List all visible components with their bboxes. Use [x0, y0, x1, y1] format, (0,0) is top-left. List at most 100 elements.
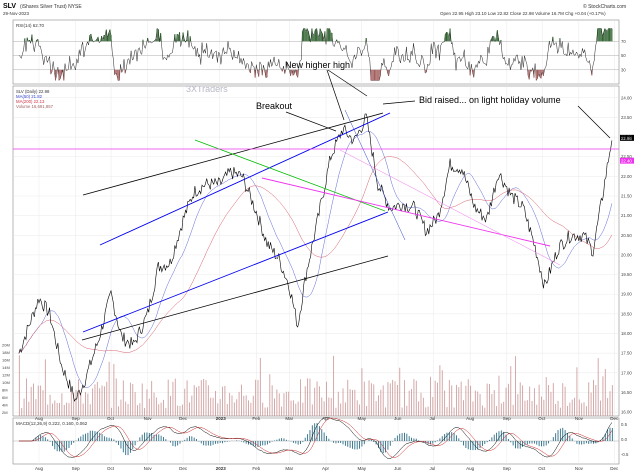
macd-histogram-bar: [432, 441, 434, 444]
macd-histogram-bar: [94, 431, 96, 441]
brand-logo: © StockCharts.com: [583, 3, 626, 10]
macd-histogram-bar: [609, 427, 611, 441]
level-marker: [620, 157, 634, 164]
volume-bar: [184, 388, 186, 416]
legend-ma200: MA(200) 22.13: [16, 99, 45, 104]
volume-bar: [536, 404, 538, 416]
macd-label: MACD(12,26,9) 0.222, 0.160, 0.062: [16, 421, 88, 426]
level-marker-label: 22.40: [621, 159, 632, 164]
macd-histogram-bar: [491, 437, 493, 441]
macd-histogram-bar: [311, 425, 313, 441]
macd-histogram-bar: [49, 441, 51, 442]
macd-histogram-bar: [474, 441, 476, 451]
volume-bar: [259, 358, 261, 416]
volume-tick-label: 10M: [2, 380, 10, 385]
macd-histogram-bar: [453, 433, 455, 441]
macd-histogram-bar: [503, 431, 505, 441]
macd-histogram-bar: [264, 441, 266, 446]
macd-histogram-bar: [61, 441, 63, 452]
volume-bar: [564, 386, 566, 416]
macd-histogram-bar: [226, 441, 228, 442]
volume-bar: [205, 380, 207, 416]
macd-histogram-bar: [335, 441, 337, 444]
macd-histogram-bar: [120, 441, 122, 449]
macd-histogram-bar: [458, 438, 460, 441]
macd-histogram-bar: [33, 439, 34, 441]
macd-histogram-bar: [489, 439, 490, 441]
macd-histogram-bar: [207, 441, 209, 446]
volume-bar: [318, 386, 320, 416]
trend-channel-upper: [99, 112, 391, 246]
volume-bar: [503, 401, 505, 416]
volume-bar: [406, 405, 408, 416]
volume-bar: [491, 394, 493, 416]
volume-bar: [229, 392, 231, 416]
volume-bar: [245, 395, 247, 416]
macd-histogram-bar: [543, 441, 545, 447]
volume-bar: [543, 399, 545, 416]
volume-bar: [474, 390, 476, 416]
volume-bar: [250, 402, 252, 416]
macd-histogram-bar: [370, 439, 372, 441]
price-tick-label: 17.00: [621, 370, 632, 375]
volume-bar: [394, 381, 396, 416]
macd-histogram-bar: [359, 441, 361, 449]
volume-bar: [82, 403, 84, 416]
volume-bar: [446, 407, 448, 416]
macd-histogram-bar: [205, 441, 207, 446]
axis-ticks: 22.40 22.98: [620, 134, 634, 164]
volume-bar: [113, 363, 115, 416]
x-label-price: May: [357, 416, 366, 421]
volume-bar: [489, 383, 490, 416]
macd-histogram-bar: [262, 441, 264, 446]
macd-histogram-bar: [448, 432, 450, 441]
volume-bar: [517, 394, 519, 416]
volume-bar: [177, 405, 179, 416]
x-label-price: Nov: [144, 416, 153, 421]
volume-bar: [392, 379, 394, 416]
macd-histogram-bar: [85, 433, 86, 441]
trendlines: [13, 109, 619, 341]
volume-tick-label: 18M: [2, 350, 10, 355]
volume-bar: [600, 400, 601, 416]
volume-bar: [151, 380, 153, 416]
macd-histogram-bar: [283, 438, 285, 441]
macd-histogram-bar: [484, 441, 486, 444]
rsi-tick-label: 50: [621, 53, 626, 58]
symbol-name: (iShares Silver Trust) NYSE: [20, 4, 82, 10]
macd-histogram-bar: [219, 441, 221, 443]
volume-bar: [375, 401, 377, 416]
volume-bar: [401, 407, 403, 416]
x-label-bottom: Jul: [430, 466, 436, 471]
macd-histogram-bar: [276, 439, 278, 441]
x-label-bottom: Sep: [72, 466, 81, 471]
macd-histogram-bar: [181, 441, 183, 442]
macd-line: [18, 417, 613, 459]
volume-tick-label: 6M: [2, 395, 8, 400]
volume-bar: [413, 379, 415, 416]
volume-bar: [47, 404, 49, 416]
macd-histogram-bar: [212, 441, 214, 445]
volume-bar: [219, 399, 221, 416]
volume-bar: [42, 390, 44, 416]
volume-bar: [255, 379, 257, 416]
volume-bar: [326, 381, 327, 416]
volume-bar: [94, 384, 96, 416]
volume-bar: [285, 391, 287, 416]
volume-bar: [581, 403, 583, 416]
macd-histogram-bar: [35, 437, 37, 441]
x-label-bottom: Feb: [252, 466, 260, 471]
volume-bar: [191, 395, 193, 416]
volume-bar: [569, 402, 571, 416]
volume-bar: [54, 400, 56, 416]
x-label-bottom: Aug: [35, 466, 44, 471]
x-label-bottom: Oct: [538, 466, 546, 471]
macd-histogram-bar: [236, 440, 238, 441]
volume-bar: [77, 379, 79, 416]
macd-histogram-bar: [42, 436, 44, 441]
volume-bar: [290, 400, 292, 416]
macd-histogram-bar: [37, 435, 39, 441]
macd-histogram-bar: [144, 432, 146, 441]
volume-bar: [389, 383, 391, 416]
